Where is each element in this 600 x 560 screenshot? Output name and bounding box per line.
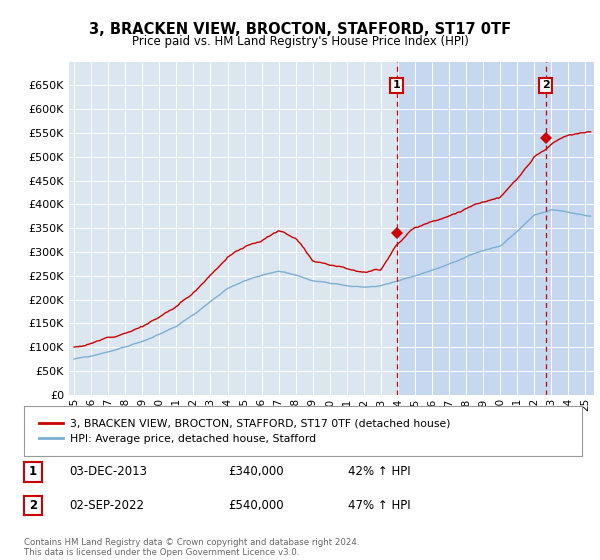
- Text: Price paid vs. HM Land Registry's House Price Index (HPI): Price paid vs. HM Land Registry's House …: [131, 35, 469, 48]
- Bar: [397, 62, 594, 395]
- Text: 3, BRACKEN VIEW, BROCTON, STAFFORD, ST17 0TF: 3, BRACKEN VIEW, BROCTON, STAFFORD, ST17…: [89, 22, 511, 38]
- Text: 03-DEC-2013: 03-DEC-2013: [69, 465, 147, 478]
- Text: £540,000: £540,000: [228, 498, 284, 512]
- Legend: 3, BRACKEN VIEW, BROCTON, STAFFORD, ST17 0TF (detached house), HPI: Average pric: 3, BRACKEN VIEW, BROCTON, STAFFORD, ST17…: [35, 414, 454, 448]
- Text: 42% ↑ HPI: 42% ↑ HPI: [348, 465, 410, 478]
- Text: 02-SEP-2022: 02-SEP-2022: [69, 498, 144, 512]
- Text: £340,000: £340,000: [228, 465, 284, 478]
- Text: 2: 2: [29, 499, 37, 512]
- Text: 2: 2: [542, 81, 550, 90]
- Text: 47% ↑ HPI: 47% ↑ HPI: [348, 498, 410, 512]
- Text: 1: 1: [29, 465, 37, 478]
- Text: 1: 1: [393, 81, 400, 90]
- Text: Contains HM Land Registry data © Crown copyright and database right 2024.
This d: Contains HM Land Registry data © Crown c…: [24, 538, 359, 557]
